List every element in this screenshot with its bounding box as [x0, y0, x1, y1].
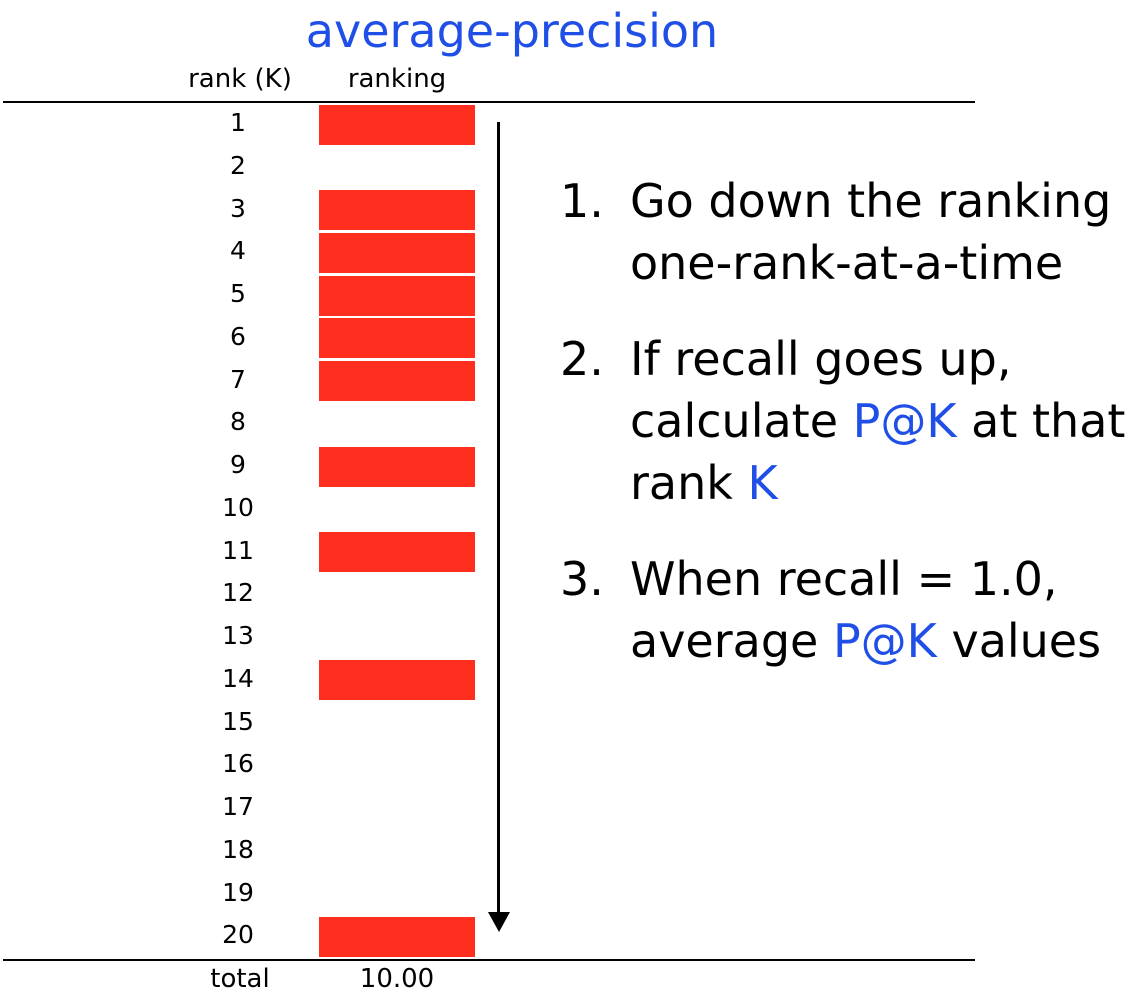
- step-item: 2. If recall goes up, calculate P@K at th…: [560, 328, 1128, 514]
- rank-label: 12: [222, 578, 254, 608]
- rank-label: 14: [222, 663, 254, 693]
- step-number: 3.: [560, 552, 604, 606]
- rank-label: 13: [222, 621, 254, 650]
- step-text-part: If recall goes up, calculate: [630, 332, 1012, 448]
- arrow-head-icon: [488, 912, 510, 932]
- rank-label: 10: [222, 492, 254, 522]
- step-item: 3. When recall = 1.0, average P@K values: [560, 548, 1128, 672]
- relevant-bar: [319, 916, 475, 957]
- rank-label: 5: [230, 279, 246, 308]
- rank-label: 6: [230, 321, 246, 351]
- footer-divider: [3, 959, 975, 961]
- total-value: 10.00: [359, 964, 435, 994]
- step-item: 1. Go down the ranking one-rank-at-a-time: [560, 170, 1128, 294]
- step-text-part: Go down the ranking one-rank-at-a-time: [630, 174, 1112, 290]
- relevant-bar: [319, 361, 475, 401]
- relevant-bar: [319, 275, 475, 316]
- total-label: total: [210, 964, 270, 994]
- rank-label: 11: [222, 535, 254, 565]
- rank-label: 1: [230, 108, 246, 137]
- highlight-term: K: [747, 456, 778, 510]
- relevant-bar: [319, 318, 475, 359]
- step-text-part: at that rank: [630, 394, 1126, 510]
- rank-label: 2: [230, 150, 246, 180]
- step-text: When recall = 1.0, average P@K values: [630, 548, 1128, 672]
- relevant-bar: [319, 232, 475, 273]
- rank-label: 8: [230, 407, 246, 437]
- step-number: 1.: [560, 174, 604, 228]
- down-arrow-icon: [497, 122, 500, 922]
- rank-label: 17: [222, 792, 254, 821]
- rank-label: 3: [230, 193, 246, 223]
- rank-column-header: rank (K): [188, 64, 292, 94]
- relevant-bar: [319, 104, 475, 145]
- rank-label: 15: [222, 706, 254, 736]
- rank-label: 20: [222, 920, 254, 950]
- relevant-bar: [319, 532, 475, 572]
- page-title: average-precision: [305, 4, 719, 58]
- ranking-column-header: ranking: [347, 64, 447, 94]
- highlight-term: P@K: [832, 614, 937, 668]
- rank-label: 16: [222, 749, 254, 779]
- step-text-part: When recall = 1.0, average: [630, 552, 1058, 668]
- rank-label: 4: [230, 236, 246, 266]
- header-divider: [3, 101, 975, 103]
- rank-label: 9: [230, 450, 246, 479]
- rank-label: 19: [222, 877, 254, 907]
- relevant-bar: [319, 190, 475, 230]
- step-text: Go down the ranking one-rank-at-a-time: [630, 170, 1128, 294]
- rank-label: 18: [222, 834, 254, 864]
- steps-list: 1. Go down the ranking one-rank-at-a-time…: [560, 170, 1128, 706]
- step-text: If recall goes up, calculate P@K at that…: [630, 328, 1128, 514]
- relevant-bar: [319, 446, 475, 487]
- rank-label: 7: [230, 364, 246, 394]
- relevant-bar: [319, 660, 475, 701]
- step-number: 2.: [560, 332, 604, 386]
- step-text-part: values: [936, 614, 1102, 668]
- highlight-term: P@K: [852, 394, 957, 448]
